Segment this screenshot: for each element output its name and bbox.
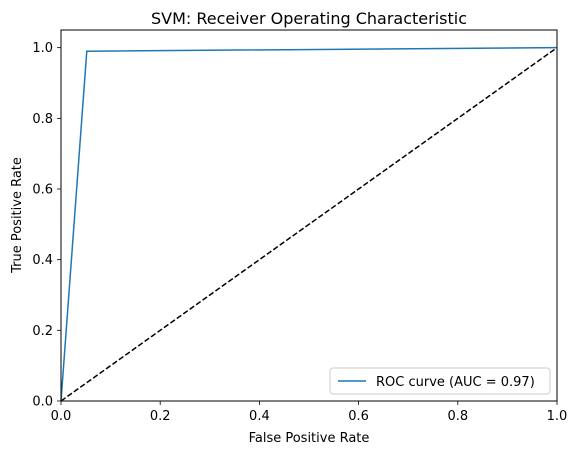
x-axis-label: False Positive Rate xyxy=(249,431,370,446)
x-tick-label: 0.8 xyxy=(447,409,468,424)
legend-box xyxy=(329,367,551,395)
y-tick-label: 0.6 xyxy=(32,183,53,198)
legend-label-roc-curve: ROC curve (AUC = 0.97) xyxy=(376,375,535,390)
y-tick-label: 0.8 xyxy=(32,112,53,127)
plot-frame xyxy=(60,29,558,402)
y-tick-label: 0.0 xyxy=(32,395,53,410)
legend: ROC curve (AUC = 0.97) xyxy=(329,367,551,395)
y-tick-label: 0.4 xyxy=(32,253,53,268)
x-tick-label: 0.2 xyxy=(150,409,171,424)
chart-title: SVM: Receiver Operating Characteristic xyxy=(151,9,467,28)
x-tick-label: 1.0 xyxy=(547,409,568,424)
y-tick-label: 1.0 xyxy=(32,41,53,56)
x-axis: 0.0 0.2 0.4 0.6 0.8 1.0 xyxy=(51,401,568,424)
y-axis-label: True Positive Rate xyxy=(10,157,25,274)
x-tick-label: 0.0 xyxy=(51,409,72,424)
y-axis: 0.0 0.2 0.4 0.6 0.8 1.0 xyxy=(32,41,61,410)
y-tick-label: 0.2 xyxy=(32,324,53,339)
x-tick-label: 0.6 xyxy=(348,409,369,424)
x-tick-label: 0.4 xyxy=(249,409,270,424)
roc-curve-line xyxy=(60,46,558,402)
plot-area xyxy=(60,46,558,402)
chance-diagonal-line xyxy=(60,47,558,402)
